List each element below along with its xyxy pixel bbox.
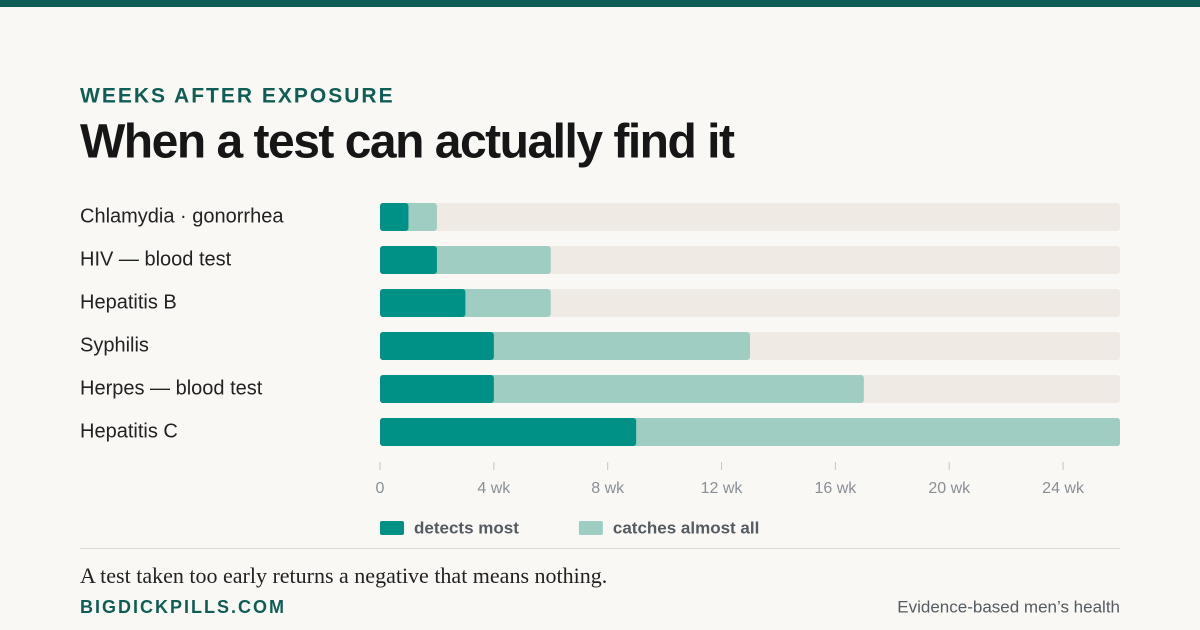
- x-tick-label: 16 wk: [814, 480, 857, 497]
- x-tick-label: 12 wk: [701, 480, 744, 497]
- category-label: HIV — blood test: [80, 248, 232, 270]
- bar: [380, 418, 637, 446]
- x-tick-label: 24 wk: [1042, 480, 1085, 497]
- category-label: Chlamydia · gonorrhea: [80, 205, 284, 227]
- x-tick-label: 8 wk: [591, 480, 625, 497]
- category-label: Hepatitis B: [80, 291, 177, 313]
- x-tick-label: 0: [376, 480, 385, 497]
- footnote: A test taken too early returns a negativ…: [80, 563, 607, 588]
- legend-swatch: [578, 521, 603, 535]
- track: [380, 203, 1120, 231]
- bar: [380, 246, 437, 274]
- legend-label: catches almost all: [613, 518, 759, 537]
- category-label: Herpes — blood test: [80, 377, 263, 399]
- eyebrow: WEEKS AFTER EXPOSURE: [80, 85, 395, 108]
- tagline: Evidence-based men’s health: [897, 597, 1120, 616]
- legend-swatch: [380, 521, 404, 535]
- bar: [380, 203, 409, 231]
- x-tick-label: 4 wk: [477, 480, 511, 497]
- top-bar: [0, 0, 1200, 7]
- bar: [380, 332, 494, 360]
- bar: [380, 375, 494, 403]
- category-label: Syphilis: [80, 334, 149, 356]
- chart-title: When a test can actually find it: [80, 116, 735, 169]
- category-label: Hepatitis C: [80, 420, 178, 442]
- legend-label: detects most: [414, 518, 519, 537]
- track: [380, 289, 1120, 317]
- bar: [380, 375, 864, 403]
- bar: [380, 289, 466, 317]
- track: [380, 246, 1120, 274]
- brand: BIGDICKPILLS.COM: [80, 597, 286, 617]
- x-tick-label: 20 wk: [928, 480, 971, 497]
